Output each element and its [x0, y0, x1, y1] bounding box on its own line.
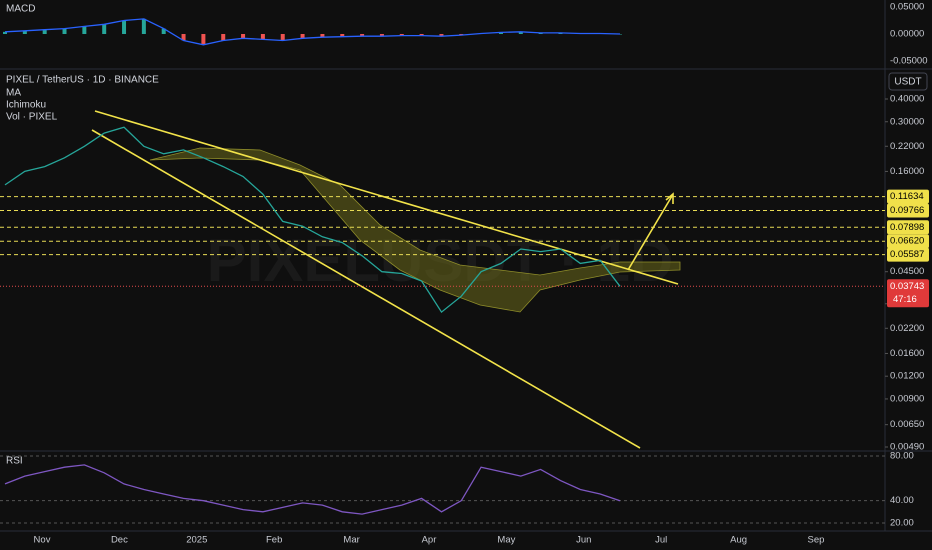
trendline: [91, 129, 641, 449]
macd-histogram-bar: [618, 34, 622, 35]
price-tick-label: 0.00650: [890, 419, 924, 430]
macd-histogram-bar: [379, 34, 384, 37]
rsi-tick-label: 40.00: [890, 495, 914, 506]
indicator-label: Vol · PIXEL: [6, 111, 58, 122]
last-price-tag: [887, 279, 929, 308]
macd-histogram-bar: [399, 34, 404, 36]
price-tick-label: 0.00490: [890, 442, 924, 453]
projection-arrow: [627, 195, 673, 271]
level-tag: [887, 247, 929, 262]
rsi-tick-label: 20.00: [890, 518, 914, 529]
level-tag-label: 0.11634: [890, 191, 924, 202]
macd-histogram-bar: [22, 30, 27, 34]
arrow-head: [665, 192, 674, 204]
level-tag: [887, 220, 929, 235]
price-tick-label: 0.00900: [890, 393, 924, 404]
time-tick-label: Apr: [422, 535, 437, 546]
price-tick-label: 0.01200: [890, 371, 924, 382]
level-tag-label: 0.09766: [890, 205, 924, 216]
time-tick-label: May: [497, 535, 515, 546]
pane-label: RSI: [6, 455, 23, 466]
price-tick-label: 0.16000: [890, 166, 924, 177]
time-tick-label: Aug: [730, 535, 747, 546]
macd-histogram-bar: [181, 34, 186, 41]
macd-histogram-bar: [3, 31, 7, 34]
rsi-line: [4, 464, 621, 515]
time-tick-label: Mar: [343, 535, 359, 546]
macd-histogram-bar: [82, 26, 87, 34]
macd-histogram-bar: [161, 28, 166, 34]
macd-histogram-bar: [280, 34, 285, 41]
time-tick-label: Jun: [576, 535, 591, 546]
macd-histogram-bar: [320, 34, 325, 38]
macd-histogram-bar: [62, 28, 67, 34]
trendline: [94, 110, 679, 285]
level-tag-label: 0.05587: [890, 249, 924, 260]
price-tick-label: 0.22000: [890, 141, 924, 152]
macd-histogram-bar: [102, 24, 107, 34]
indicator-label: MA: [6, 87, 21, 98]
macd-histogram-bar: [42, 29, 47, 34]
macd-histogram-bar: [201, 34, 206, 45]
macd-histogram-bar: [260, 34, 265, 40]
price-line: [4, 126, 621, 314]
level-tag: [887, 189, 929, 204]
pane-label: MACD: [6, 3, 35, 14]
macd-histogram-bar: [300, 34, 305, 39]
macd-histogram-bar: [518, 31, 523, 34]
macd-tick-label: -0.05000: [890, 56, 928, 67]
macd-histogram-bar: [419, 34, 424, 36]
last-price-label: 0.03743: [890, 281, 924, 292]
price-tick-label: 0.02200: [890, 323, 924, 334]
macd-histogram-bar: [360, 34, 365, 37]
level-tag: [887, 234, 929, 249]
macd-histogram-bar: [141, 18, 146, 34]
level-tag-label: 0.07898: [890, 222, 924, 233]
time-tick-label: Nov: [34, 535, 51, 546]
currency-button[interactable]: [888, 72, 928, 91]
currency-label[interactable]: USDT: [894, 77, 921, 88]
symbol-title: PIXEL / TetherUS · 1D · BINANCE: [6, 74, 159, 85]
price-tick-label: 0.40000: [890, 94, 924, 105]
price-tick-label: 0.30000: [890, 116, 924, 127]
time-tick-label: Dec: [111, 535, 128, 546]
macd-tick-label: 0.00000: [890, 29, 924, 40]
macd-tick-label: 0.05000: [890, 2, 924, 13]
ichimoku-cloud: [149, 147, 681, 313]
macd-line: [4, 18, 621, 46]
price-tick-label: 0.01600: [890, 348, 924, 359]
time-tick-label: 2025: [186, 535, 207, 546]
level-tag-label: 0.06620: [890, 236, 924, 247]
macd-histogram-bar: [340, 34, 345, 37]
macd-histogram-bar: [439, 34, 444, 37]
macd-histogram-bar: [221, 34, 226, 41]
price-tick-label: 0.04500: [890, 266, 924, 277]
time-tick-label: Jul: [655, 535, 667, 546]
rsi-tick-label: 80.00: [890, 451, 914, 462]
indicator-label: Ichimoku: [6, 99, 46, 110]
time-tick-label: Feb: [266, 535, 282, 546]
macd-histogram-bar: [122, 20, 127, 34]
time-tick-label: Sep: [808, 535, 825, 546]
macd-histogram-bar: [241, 34, 246, 39]
level-tag: [887, 203, 929, 218]
macd-histogram-bar: [498, 32, 503, 34]
countdown-label: 47:16: [893, 294, 917, 305]
